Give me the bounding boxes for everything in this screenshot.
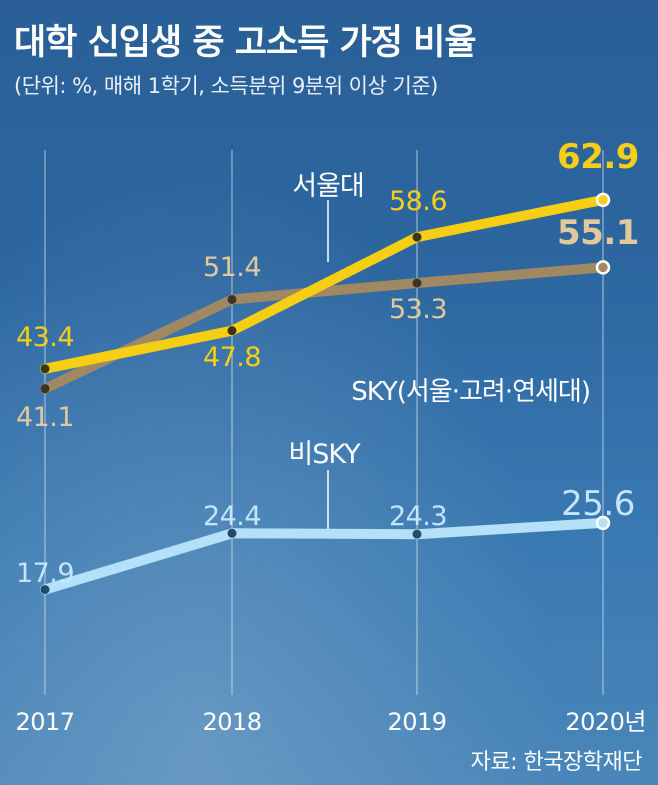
marker-nonsky-1 [40, 585, 50, 595]
value-label-nonsky-4: 25.6 [561, 484, 635, 524]
series-line-sky [40, 262, 608, 394]
marker-sky-4 [595, 260, 611, 275]
value-label-nonsky-2: 24.4 [203, 501, 261, 532]
x-tick-label-2: 2018 [202, 708, 261, 736]
value-label-sky-2: 51.4 [203, 252, 261, 283]
series-line-seoul [40, 194, 608, 374]
series-line-nonsky [40, 517, 608, 595]
value-label-sky-1: 41.1 [16, 402, 74, 433]
value-label-sky-4: 55.1 [557, 213, 639, 253]
series-label-seoul: 서울대 [292, 171, 364, 202]
value-label-seoul-1: 43.4 [16, 322, 74, 353]
marker-seoul-2 [227, 326, 237, 336]
marker-nonsky-3 [412, 529, 422, 539]
marker-seoul-4 [595, 192, 611, 208]
marker-nonsky-2 [227, 528, 237, 538]
series-label-sky: SKY(서울·고려·연세대) [351, 377, 590, 407]
value-label-sky-3: 53.3 [389, 294, 447, 325]
marker-sky-1 [40, 384, 50, 394]
marker-seoul-1 [40, 364, 50, 374]
x-tick-label-3: 2019 [387, 708, 446, 736]
x-tick-label-1: 2017 [15, 708, 74, 736]
x-tick-label-4: 2020년 [565, 708, 646, 736]
series-label-nonsky: 비SKY [288, 439, 361, 470]
value-label-seoul-4: 62.9 [557, 137, 639, 177]
marker-sky-3 [412, 278, 422, 288]
value-label-seoul-3: 58.6 [389, 186, 447, 217]
marker-seoul-3 [412, 232, 422, 242]
value-label-seoul-2: 47.8 [203, 342, 261, 373]
value-label-nonsky-1: 17.9 [16, 558, 74, 589]
marker-sky-2 [227, 294, 237, 304]
marker-nonsky-4 [595, 515, 611, 531]
value-label-nonsky-3: 24.3 [389, 501, 447, 532]
chart-title: 대학 신입생 중 고소득 가정 비율 [14, 23, 477, 63]
source-note: 자료: 한국장학재단 [470, 750, 643, 775]
chart-subtitle: (단위: %, 매해 1학기, 소득분위 9분위 이상 기준) [14, 74, 438, 98]
